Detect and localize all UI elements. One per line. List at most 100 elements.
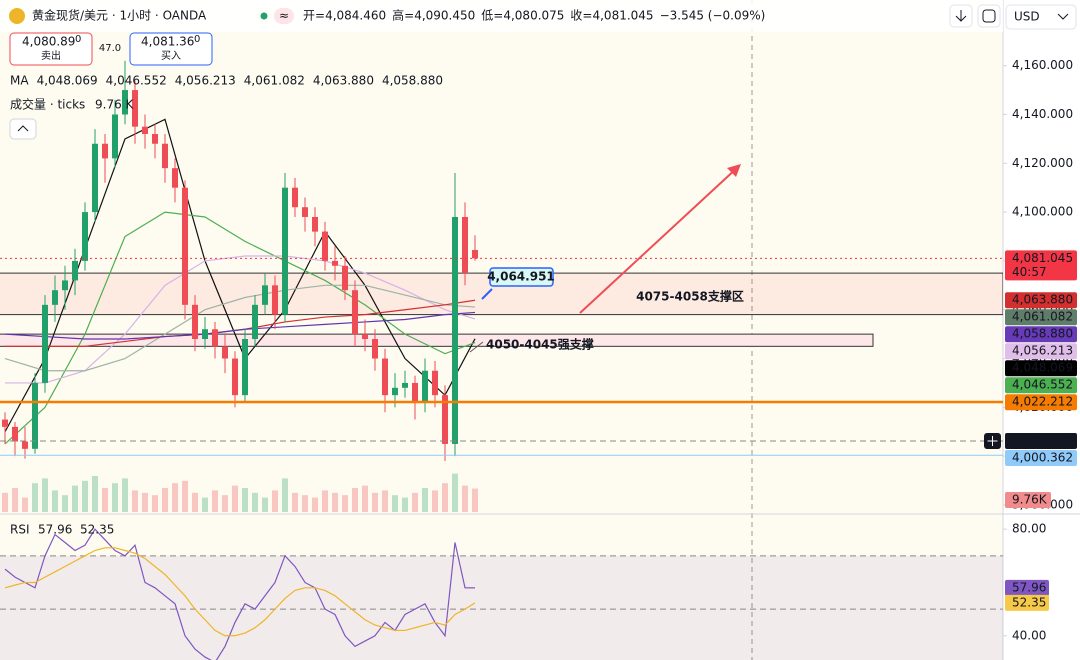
candle-body [122, 90, 128, 115]
moving-average [4, 311, 476, 340]
trend-arrow [579, 166, 739, 314]
volume-bar [312, 497, 318, 512]
price-badge [1005, 394, 1077, 411]
candle-body [132, 90, 138, 127]
candle-body [472, 250, 478, 259]
volume-bar [262, 497, 268, 512]
buy-button[interactable] [129, 32, 213, 66]
overlay: 4075-4058支撑区 4050-4045强支撑 4,064.951 [486, 267, 744, 352]
candle-body [432, 370, 438, 396]
y-tick-label: 4,120.000 [1012, 156, 1073, 170]
rsi-badge-label: 57.96 [1012, 580, 1046, 594]
ma-value: 4,061.082 [244, 74, 305, 88]
rsi-badge-label: 52.35 [1012, 595, 1046, 609]
candle-body [12, 426, 18, 442]
y-tick-label: 4,140.000 [1012, 107, 1073, 121]
price-badge [1005, 343, 1077, 360]
candle-body [42, 304, 48, 383]
volume-bar [22, 497, 28, 512]
volume-bar [32, 483, 38, 512]
fullscreen-button[interactable] [977, 4, 1001, 28]
volume-bar [272, 490, 278, 512]
candle-body [242, 339, 248, 396]
candle-body [2, 419, 8, 427]
candle-body [302, 207, 308, 217]
volume-bar [222, 495, 228, 512]
volume-bar [212, 490, 218, 512]
price-badge-label: 4,048.069 [1012, 361, 1073, 375]
candle-body [272, 285, 278, 315]
volume-bar [372, 492, 378, 512]
rsi-pane [0, 528, 1003, 660]
candle-body [142, 126, 148, 134]
candle-body [32, 382, 38, 449]
volume-bar [142, 492, 148, 512]
callout-text: 4,064.951 [487, 270, 555, 284]
candle-body [52, 290, 58, 305]
price-badge [1005, 292, 1077, 309]
arrow-head [727, 164, 741, 177]
price-badge-label: 4,022.212 [1012, 395, 1073, 409]
buy-price-small: 0 [194, 34, 200, 45]
title: 黄金现货/美元 · 1小时 · OANDA [32, 8, 207, 23]
volume-bar [92, 476, 98, 512]
ma-label: MA [10, 74, 29, 88]
volume-bar [322, 490, 328, 512]
y-tick-label: 4,160.000 [1012, 58, 1073, 72]
volume-bar [232, 485, 238, 512]
volume-bar [162, 488, 168, 512]
volume-bar [452, 473, 458, 512]
rsi-label: RSI [10, 523, 30, 537]
candle-body [402, 382, 408, 388]
callout-pointer [481, 288, 493, 300]
ma-value: 4,046.552 [106, 74, 167, 88]
price-badge [1005, 449, 1077, 466]
moving-average [4, 284, 476, 372]
sell-button[interactable] [9, 32, 93, 66]
rsi-tick-label: 80.00 [1012, 522, 1046, 536]
volume-bar [52, 490, 58, 512]
candle-body [112, 114, 118, 159]
volume-bar [422, 488, 428, 512]
dropdown-icon [1057, 13, 1069, 20]
price-badge-label: 4,006.229 [1012, 433, 1073, 447]
volume-badge-label: 9.76K [1012, 493, 1048, 507]
volume-bar [402, 497, 408, 512]
ohlc-value: 4,081.045 [592, 9, 653, 23]
zone-label: 4050-4045强支撑 [486, 337, 594, 352]
ohlc-value: 4,080.075 [503, 9, 564, 23]
currency-select[interactable] [1005, 4, 1077, 30]
rsi-value: 57.96 [38, 523, 72, 537]
rsi-badge [1005, 594, 1049, 611]
price-badge [1005, 250, 1077, 281]
price-pane [0, 60, 1003, 512]
rsi-ma-value: 52.35 [80, 523, 114, 537]
ma-value: 4,063.880 [313, 74, 374, 88]
countdown: 40:57 [1012, 265, 1047, 279]
volume-bar [62, 495, 68, 512]
support-zone [0, 333, 874, 347]
zone-label: 4075-4058支撑区 [636, 289, 744, 304]
sell-price-small: 0 [75, 34, 81, 45]
ohlc-key: 开= [303, 9, 325, 23]
price-badge-label: 4,046.552 [1012, 378, 1073, 392]
candle-body [422, 370, 428, 403]
candle-body [82, 212, 88, 261]
buy-price: 4,081.36 [141, 35, 194, 49]
candle-body [22, 441, 28, 449]
candle-body [442, 395, 448, 444]
volume-bar [472, 488, 478, 512]
crosshair-icon [987, 435, 998, 446]
candle-body [342, 265, 348, 291]
ohlc-key: 低= [481, 9, 503, 23]
candle-body [462, 216, 468, 274]
price-badge-label: 4,058.880 [1012, 327, 1073, 341]
candle-body [62, 280, 68, 291]
spread: 47.0 [99, 43, 121, 54]
price-badge-label: 4,063.880 [1012, 293, 1073, 307]
volume-bar [302, 495, 308, 512]
collapse-button[interactable] [9, 118, 37, 140]
buy-label: 买入 [161, 50, 181, 62]
volume-bar [242, 488, 248, 512]
